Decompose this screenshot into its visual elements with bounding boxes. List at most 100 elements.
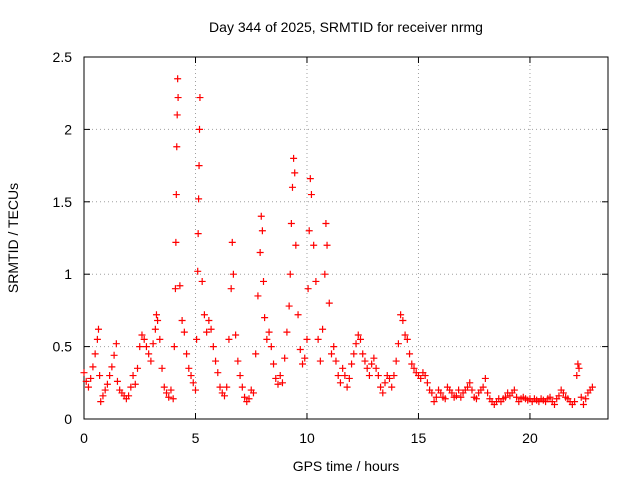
data-point: [397, 311, 405, 319]
data-point: [169, 395, 177, 403]
data-point: [110, 351, 118, 359]
data-point: [196, 94, 204, 102]
data-point: [254, 292, 262, 300]
data-point: [236, 372, 244, 380]
chart-title: Day 344 of 2025, SRMTID for receiver nrm…: [209, 19, 483, 35]
data-point: [379, 389, 387, 397]
data-point: [310, 241, 318, 249]
data-point: [194, 230, 202, 238]
data-point: [125, 392, 133, 400]
data-point: [328, 350, 336, 358]
x-tick-label: 10: [299, 430, 315, 446]
data-point: [140, 335, 148, 343]
data-point: [194, 267, 202, 275]
data-point: [577, 393, 585, 401]
data-point: [314, 335, 322, 343]
data-point: [291, 169, 299, 177]
data-point: [417, 374, 425, 382]
data-point: [582, 395, 590, 403]
data-point: [103, 380, 111, 388]
y-tick-label: 1: [64, 266, 72, 282]
data-point: [288, 183, 296, 191]
data-point: [265, 328, 273, 336]
data-point: [296, 345, 304, 353]
data-point: [258, 227, 266, 235]
data-point: [180, 328, 188, 336]
data-point: [205, 317, 213, 325]
data-point: [178, 317, 186, 325]
data-point: [401, 331, 409, 339]
data-point: [448, 389, 456, 397]
x-tick-label: 5: [192, 430, 200, 446]
data-point: [304, 285, 312, 293]
data-point: [325, 299, 333, 307]
data-point: [421, 372, 429, 380]
data-point: [96, 372, 104, 380]
data-point: [430, 398, 438, 406]
data-point: [468, 386, 476, 394]
data-point: [365, 372, 373, 380]
data-point: [173, 111, 181, 119]
data-point: [303, 335, 311, 343]
data-point: [173, 143, 181, 151]
data-point: [292, 241, 300, 249]
data-point: [392, 357, 400, 365]
data-point: [559, 389, 567, 397]
data-point: [151, 325, 159, 333]
data-point: [283, 328, 291, 336]
x-tick-label: 0: [80, 430, 88, 446]
data-point: [136, 343, 144, 351]
data-point: [432, 393, 440, 401]
data-point: [394, 340, 402, 348]
data-point: [127, 383, 135, 391]
x-tick-label: 20: [522, 430, 538, 446]
data-point: [479, 383, 487, 391]
data-point: [195, 162, 203, 170]
data-point: [216, 383, 224, 391]
data-point: [167, 386, 175, 394]
plot-frame: [83, 56, 609, 420]
data-point: [82, 377, 90, 385]
data-point: [299, 360, 307, 368]
data-point: [241, 393, 249, 401]
data-point: [234, 357, 242, 365]
y-tick-label: 0: [64, 411, 72, 427]
data-point: [256, 248, 264, 256]
data-point: [361, 357, 369, 365]
data-point: [129, 372, 137, 380]
data-point: [281, 354, 289, 362]
data-point: [134, 364, 142, 372]
data-point: [510, 386, 518, 394]
data-point: [106, 372, 114, 380]
data-point: [113, 377, 121, 385]
data-point: [377, 383, 385, 391]
data-point: [472, 395, 480, 403]
data-point: [154, 317, 162, 325]
data-point: [305, 227, 313, 235]
data-point: [91, 350, 99, 358]
data-point: [316, 357, 324, 365]
data-point: [165, 393, 173, 401]
data-point: [285, 302, 293, 310]
data-point: [579, 401, 587, 409]
data-point: [343, 383, 351, 391]
x-tick-label: 15: [411, 430, 427, 446]
data-point: [312, 277, 320, 285]
data-point: [286, 270, 294, 278]
tick-layer: 0 5 10 15 20 0 0.5 1 1.5 2 2.5: [53, 49, 608, 446]
data-point: [245, 395, 253, 403]
data-point: [330, 343, 338, 351]
data-point: [163, 389, 171, 397]
data-point: [160, 383, 168, 391]
data-point: [306, 175, 314, 183]
data-point: [555, 392, 563, 400]
data-point: [546, 393, 554, 401]
y-tick-label: 1.5: [53, 194, 73, 210]
data-point: [94, 325, 102, 333]
data-point: [93, 335, 101, 343]
data-point: [410, 364, 418, 372]
data-point: [368, 360, 376, 368]
data-point: [170, 343, 178, 351]
data-point: [138, 331, 146, 339]
